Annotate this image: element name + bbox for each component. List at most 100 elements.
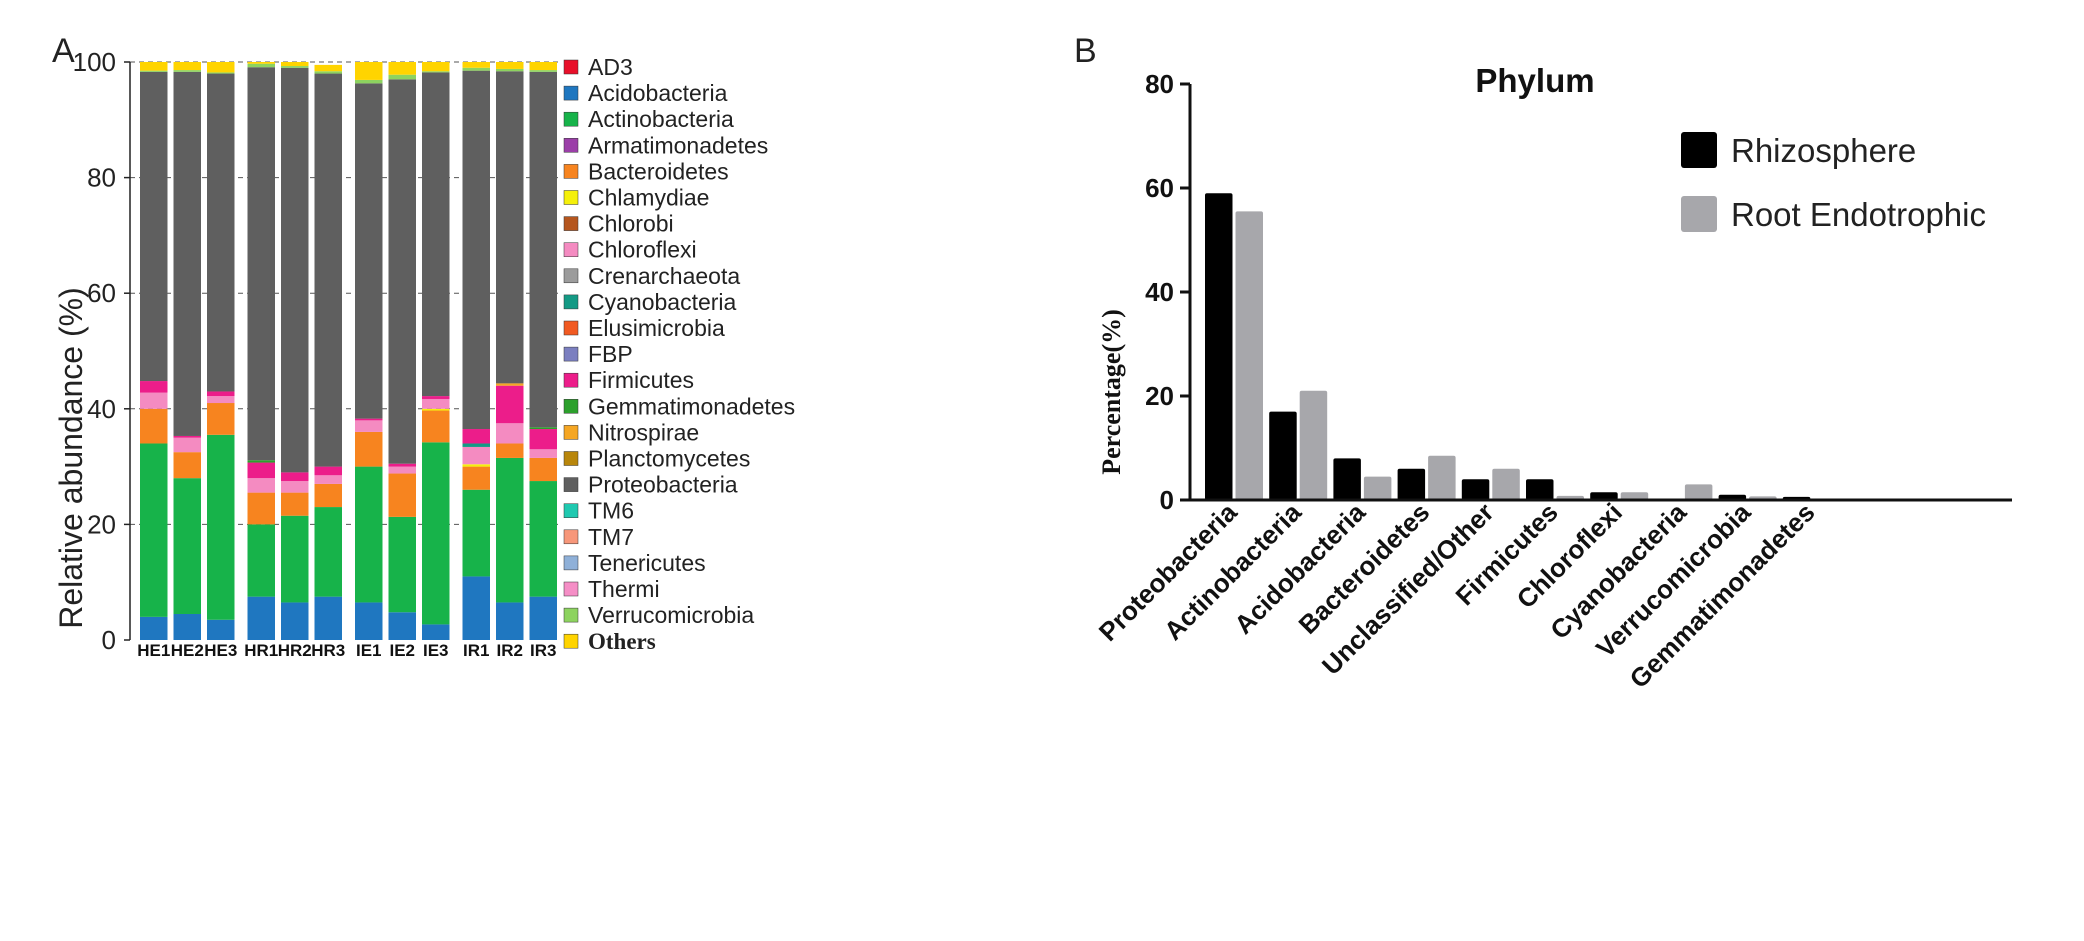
legend-label-root-endotrophic: Root Endotrophic	[1731, 196, 1986, 233]
legend-label-gemmatimonadetes: Gemmatimonadetes	[588, 393, 795, 419]
bar-segment-ir2-chloroflexi	[496, 423, 524, 444]
bar-segment-ir2-nitrospirae	[496, 383, 524, 386]
bar-proteobacteria-root-endotrophic	[1235, 211, 1263, 500]
legend-swatch-gemmatimonadetes	[563, 399, 579, 414]
legend-swatch-acidobacteria	[563, 85, 579, 101]
panel-a-y-tick-label: 0	[102, 625, 116, 655]
bar-actinobacteria-root-endotrophic	[1299, 390, 1328, 500]
bar-segment-hr3-chloroflexi	[314, 475, 342, 484]
legend-label-thermi: Thermi	[588, 576, 660, 602]
panel-a-x-tick-label: IR2	[497, 641, 523, 660]
legend-label-actinobacteria: Actinobacteria	[588, 106, 734, 132]
bar-segment-ie2-proteobacteria	[388, 79, 416, 464]
legend-label-verrucomicrobia: Verrucomicrobia	[588, 602, 754, 628]
bar-segment-hr3-verrucomicrobia	[314, 71, 342, 74]
panel-a-y-tick-label: 40	[87, 394, 116, 424]
stacked-bar-hr2	[281, 62, 309, 640]
legend-swatch-armatimonadetes	[563, 138, 579, 153]
bar-chloroflexi-root-endotrophic	[1620, 492, 1649, 500]
panel-a-x-tick-label: HE1	[137, 641, 170, 660]
bar-unclassified-other-rhizosphere	[1461, 479, 1490, 500]
stacked-bar-ir1	[462, 62, 490, 640]
legend-item-proteobacteria: Proteobacteria	[563, 472, 738, 498]
bar-segment-ie2-others	[388, 62, 416, 75]
bar-segment-hr1-chloroflexi	[247, 478, 275, 493]
legend-label-others: Others	[588, 629, 656, 654]
panel-a-y-axis: 0 20 40 60 80 100	[73, 47, 131, 655]
legend-item-others: Others	[563, 629, 656, 654]
bar-group-bacteroidetes	[1397, 455, 1456, 500]
legend-label-cyanobacteria: Cyanobacteria	[588, 289, 737, 315]
bar-bacteroidetes-rhizosphere	[1397, 468, 1426, 500]
panel-b: B Phylum Percentage(%) 0 20 40 60 80 Proteob…	[1074, 32, 2012, 694]
legend-item-armatimonadetes: Armatimonadetes	[563, 132, 768, 158]
bar-segment-ir2-actinobacteria	[496, 457, 524, 603]
bar-segment-ir3-gemmatimonadetes	[529, 427, 557, 430]
bar-acidobacteria-rhizosphere	[1333, 458, 1361, 500]
legend-swatch-fbp	[563, 346, 579, 362]
panel-b-axes: 0 20 40 60 80	[1145, 69, 2012, 515]
bar-segment-ir1-verrucomicrobia	[462, 67, 490, 71]
legend-item-planctomycetes: Planctomycetes	[563, 446, 750, 472]
panel-a-y-tick-label: 20	[87, 509, 116, 539]
legend-label-rhizosphere: Rhizosphere	[1731, 132, 1916, 169]
bar-segment-ie2-chloroflexi	[388, 466, 416, 474]
stacked-bar-ir3	[529, 62, 557, 640]
bar-segment-ir1-proteobacteria	[462, 70, 490, 430]
legend-item-ad3: AD3	[563, 54, 633, 80]
bar-segment-ir3-verrucomicrobia	[529, 70, 557, 72]
legend-item-verrucomicrobia: Verrucomicrobia	[563, 602, 754, 628]
bar-segment-ie3-chlamydiae	[422, 408, 450, 411]
legend-label-bacteroidetes: Bacteroidetes	[588, 158, 729, 184]
legend-swatch-chlamydiae	[563, 190, 579, 205]
bar-segment-hr1-actinobacteria	[247, 524, 275, 597]
bar-segment-ie3-verrucomicrobia	[422, 71, 450, 73]
bar-segment-he2-verrucomicrobia	[173, 70, 201, 72]
legend-item-fbp: FBP	[563, 341, 633, 367]
legend-swatch-chloroflexi	[563, 242, 579, 257]
legend-item-chloroflexi: Chloroflexi	[563, 237, 697, 263]
bar-segment-ie2-acidobacteria	[388, 612, 416, 640]
bar-segment-ir1-acidobacteria	[462, 576, 490, 640]
bar-segment-ir1-cyanobacteria	[462, 443, 490, 447]
bar-segment-ir1-chloroflexi	[462, 446, 490, 465]
legend-item-elusimicrobia: Elusimicrobia	[563, 315, 725, 341]
bar-segment-ie2-bacteroidetes	[388, 473, 416, 517]
bar-group-cyanobacteria	[1684, 484, 1713, 500]
bar-segment-hr1-verrucomicrobia	[247, 63, 275, 68]
panel-a-x-tick-label: IR1	[463, 641, 489, 660]
bar-segment-ir2-proteobacteria	[496, 71, 524, 384]
bar-segment-he2-bacteroidetes	[173, 452, 201, 479]
legend-swatch-ad3	[563, 59, 579, 75]
legend-item-nitrospirae: Nitrospirae	[563, 419, 699, 445]
bar-segment-ie3-chloroflexi	[422, 398, 450, 409]
bar-segment-ie1-proteobacteria	[355, 83, 383, 419]
bar-segment-he1-actinobacteria	[140, 443, 168, 617]
bar-segment-he1-proteobacteria	[140, 71, 168, 382]
bar-segment-hr3-bacteroidetes	[314, 483, 342, 508]
legend-label-acidobacteria: Acidobacteria	[588, 80, 728, 106]
bar-segment-ir1-bacteroidetes	[462, 466, 490, 490]
legend-swatch-rhizosphere	[1681, 132, 1717, 168]
bar-segment-he2-acidobacteria	[173, 613, 201, 640]
bar-segment-ie3-bacteroidetes	[422, 410, 450, 443]
bar-segment-ie2-verrucomicrobia	[388, 74, 416, 80]
legend-label-elusimicrobia: Elusimicrobia	[588, 315, 725, 341]
bar-segment-ie3-firmicutes	[422, 396, 450, 399]
bar-segment-ir1-chlamydiae	[462, 464, 490, 467]
panel-a-x-tick-label: IE1	[356, 641, 382, 660]
legend-item-cyanobacteria: Cyanobacteria	[563, 289, 737, 315]
legend-item-tenericutes: Tenericutes	[563, 550, 706, 576]
bar-segment-ie2-actinobacteria	[388, 516, 416, 613]
bar-group-proteobacteria	[1205, 193, 1263, 500]
legend-label-firmicutes: Firmicutes	[588, 367, 694, 393]
panel-a-x-tick-label: IE2	[389, 641, 415, 660]
legend-item-thermi: Thermi	[563, 576, 660, 602]
bar-unclassified-other-root-endotrophic	[1492, 468, 1520, 500]
legend-swatch-root-endotrophic	[1681, 196, 1717, 232]
bar-segment-hr2-chloroflexi	[281, 481, 309, 493]
legend-swatch-bacteroidetes	[563, 164, 579, 179]
bar-segment-he3-proteobacteria	[207, 73, 235, 392]
bar-segment-hr1-others	[247, 62, 275, 64]
legend-label-ad3: AD3	[588, 54, 633, 80]
